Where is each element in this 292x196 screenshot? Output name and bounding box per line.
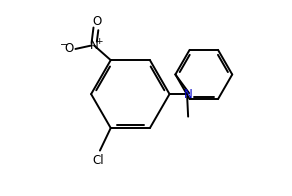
Text: +: +: [95, 37, 102, 46]
Text: Cl: Cl: [93, 154, 104, 167]
Text: −: −: [60, 40, 68, 50]
Text: O: O: [64, 43, 74, 55]
Text: N: N: [90, 39, 98, 52]
Text: O: O: [92, 15, 101, 28]
Text: N: N: [184, 88, 192, 101]
